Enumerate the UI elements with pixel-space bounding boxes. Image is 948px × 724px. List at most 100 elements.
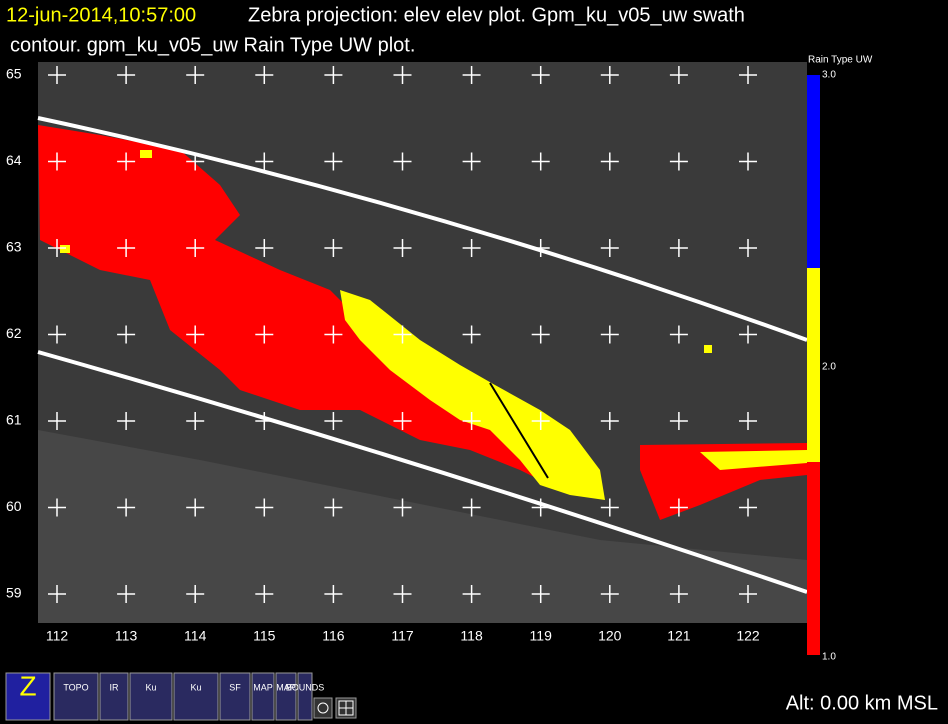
lat-label: 59 xyxy=(6,585,22,601)
grid-cross xyxy=(186,152,205,171)
toolbar-icon[interactable] xyxy=(335,697,357,719)
rain-convective xyxy=(60,245,70,253)
grid-cross xyxy=(739,325,757,344)
lon-label: 118 xyxy=(460,628,483,644)
grid-cross xyxy=(462,325,481,344)
lon-label: 116 xyxy=(322,628,345,644)
grid-cross xyxy=(531,325,550,344)
icon-label: SF xyxy=(229,682,241,692)
grid-cross xyxy=(739,412,757,430)
grid-cross xyxy=(186,66,205,84)
grid-cross xyxy=(255,239,274,257)
grid-cross xyxy=(117,152,136,171)
grid-cross xyxy=(531,66,550,84)
icon-frame xyxy=(275,672,297,721)
grid-cross xyxy=(255,585,274,603)
icon-label: MAP xyxy=(253,682,273,692)
icon-label: TOPO xyxy=(63,682,88,692)
lat-label: 61 xyxy=(6,412,22,428)
lon-label: 121 xyxy=(667,628,691,644)
grid-cross xyxy=(48,412,66,430)
grid-cross xyxy=(117,66,136,84)
lon-label: 120 xyxy=(598,628,622,644)
toolbar-icon[interactable] xyxy=(313,697,333,719)
toolbar-icon[interactable]: Ku xyxy=(129,672,173,721)
grid-cross xyxy=(462,66,481,84)
lat-label: 64 xyxy=(6,152,22,168)
icon-label: IR xyxy=(110,682,120,692)
grid-cross xyxy=(117,498,136,517)
grid-cross xyxy=(324,325,343,344)
grid-cross xyxy=(462,412,481,430)
icon-frame xyxy=(129,672,173,721)
grid-cross xyxy=(255,325,274,344)
rain-convective xyxy=(340,290,605,500)
grid-cross xyxy=(324,412,343,430)
grid-cross xyxy=(48,585,66,603)
icon-frame xyxy=(173,672,219,721)
toolbar-icon[interactable]: BOUNDS xyxy=(286,672,325,721)
grid-cross xyxy=(600,325,619,344)
grid-cross xyxy=(531,239,550,257)
grid-cross xyxy=(255,498,274,517)
lat-label: 60 xyxy=(6,498,22,514)
grid-cross xyxy=(255,152,274,171)
toolbar-icon[interactable]: MAP xyxy=(251,672,275,721)
grid-cross xyxy=(324,152,343,171)
grid-cross xyxy=(324,66,343,84)
grid-cross xyxy=(669,66,688,84)
altitude-status: Alt: 0.00 km MSL xyxy=(786,692,938,714)
toolbar-icon[interactable]: MAP xyxy=(275,672,297,721)
title-line: Zebra projection: elev elev plot. Gpm_ku… xyxy=(248,4,745,26)
icon-frame xyxy=(297,672,313,721)
color-yellow xyxy=(807,268,820,462)
lon-label: 119 xyxy=(530,628,553,644)
icon-label: BOUNDS xyxy=(286,682,325,692)
grid-cross xyxy=(739,498,757,517)
grid-cross xyxy=(186,412,205,430)
grid-cross xyxy=(255,412,274,430)
lat-label: 65 xyxy=(6,66,22,82)
grid-cross xyxy=(48,498,66,517)
grid-cross xyxy=(531,152,550,171)
toolbar-icon[interactable]: IR xyxy=(99,672,129,721)
grid-cross xyxy=(669,152,688,171)
grid-cross xyxy=(186,325,205,344)
grid-cross xyxy=(600,66,619,84)
grid-cross xyxy=(462,585,481,603)
icon-label: Z xyxy=(19,670,36,701)
grid-cross xyxy=(48,325,66,344)
grid-cross xyxy=(462,498,481,517)
grid-cross xyxy=(600,412,619,430)
toolbar-icon[interactable]: Z xyxy=(5,670,51,721)
grid-cross xyxy=(393,498,412,517)
grid-cross xyxy=(393,152,412,171)
rain-convective xyxy=(700,450,807,470)
lon-label: 114 xyxy=(184,628,207,644)
icon-glyph xyxy=(338,700,354,716)
grid-cross xyxy=(48,239,66,257)
colorbar: Rain Type UW xyxy=(807,55,873,655)
icon-label: Ku xyxy=(190,682,201,692)
grid-cross xyxy=(48,152,66,171)
grid-cross xyxy=(393,585,412,603)
grid-cross xyxy=(462,152,481,171)
timestamp: 12-jun-2014,10:57:00 xyxy=(6,4,196,26)
grid-cross xyxy=(324,239,343,257)
colorbar-label: 3.0 xyxy=(822,70,836,81)
icon-label: MAP xyxy=(276,682,296,692)
grid-cross xyxy=(739,152,757,171)
toolbar-icon[interactable]: TOPO xyxy=(53,672,99,721)
grid-cross xyxy=(117,412,136,430)
map xyxy=(37,62,808,623)
grid-cross xyxy=(739,585,757,603)
lat-label: 62 xyxy=(6,325,22,341)
toolbar-icon[interactable]: Ku xyxy=(173,672,219,721)
colorbar-title: Rain Type UW xyxy=(808,55,873,66)
lat-label: 63 xyxy=(6,239,22,255)
grid-cross xyxy=(739,239,757,257)
toolbar-icon[interactable]: SF xyxy=(219,672,251,721)
grid-cross xyxy=(600,152,619,171)
colorbar-label: 1.0 xyxy=(822,652,836,663)
